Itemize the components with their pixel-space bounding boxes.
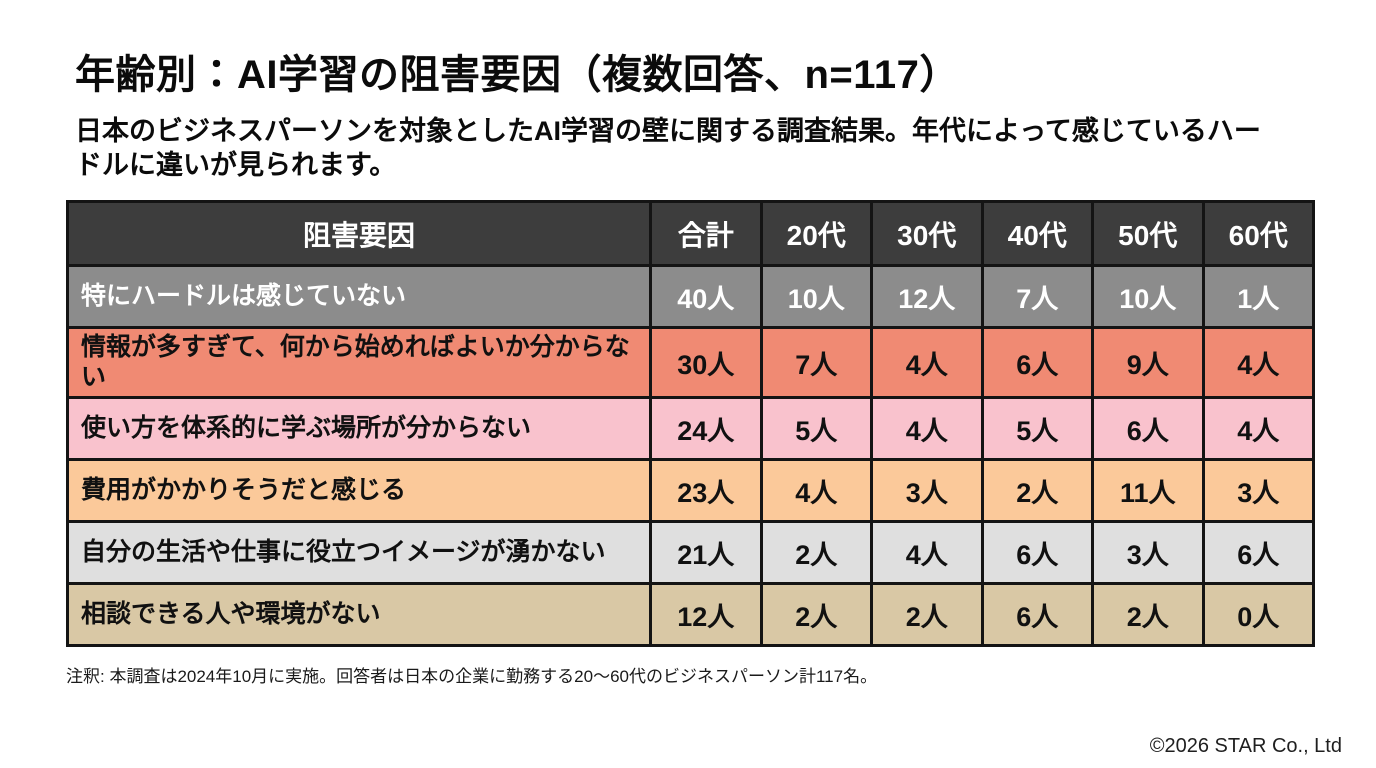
factor-label-cell: 情報が多すぎて、何から始めればよいか分からない [66,326,652,400]
barriers-by-age-table: 阻害要因 合計 20代 30代 40代 50代 60代 特にハードルは感じていない 40人 10… [66,200,1315,648]
table-row: 情報が多すぎて、何から始めればよいか分からない 30人 7人 4人 6人 9人 4人 [66,326,1315,400]
value-cell: 4人 [870,326,984,400]
table-header-row: 阻害要因 合計 20代 30代 40代 50代 60代 [66,200,1315,268]
value-cell: 2人 [1091,582,1205,648]
value-cell: 1人 [1201,264,1315,330]
footnote: 注釈: 本調査は2024年10月に実施。回答者は日本の企業に勤務する20〜60代… [66,667,878,687]
column-header: 阻害要因 [66,200,652,268]
factor-label-cell: 費用がかかりそうだと感じる [66,458,652,524]
value-cell: 9人 [1091,326,1205,400]
value-cell: 40人 [649,264,763,330]
column-header: 40代 [980,200,1094,268]
factor-label-cell: 相談できる人や環境がない [66,582,652,648]
value-cell: 4人 [1201,396,1315,462]
value-cell: 5人 [980,396,1094,462]
value-cell: 10人 [759,264,873,330]
table-row: 相談できる人や環境がない 12人 2人 2人 6人 2人 0人 [66,582,1315,648]
value-cell: 6人 [980,326,1094,400]
table-row: 特にハードルは感じていない 40人 10人 12人 7人 10人 1人 [66,264,1315,330]
value-cell: 6人 [980,582,1094,648]
value-cell: 2人 [870,582,984,648]
column-header: 合計 [649,200,763,268]
table-row: 使い方を体系的に学ぶ場所が分からない 24人 5人 4人 5人 6人 4人 [66,396,1315,462]
value-cell: 23人 [649,458,763,524]
value-cell: 12人 [649,582,763,648]
value-cell: 0人 [1201,582,1315,648]
column-header: 60代 [1201,200,1315,268]
value-cell: 7人 [980,264,1094,330]
column-header: 20代 [759,200,873,268]
value-cell: 4人 [870,520,984,586]
value-cell: 6人 [1091,396,1205,462]
value-cell: 5人 [759,396,873,462]
value-cell: 3人 [1201,458,1315,524]
value-cell: 4人 [870,396,984,462]
value-cell: 7人 [759,326,873,400]
value-cell: 11人 [1091,458,1205,524]
copyright: ©2026 STAR Co., Ltd [1149,735,1342,757]
value-cell: 2人 [980,458,1094,524]
value-cell: 12人 [870,264,984,330]
value-cell: 10人 [1091,264,1205,330]
value-cell: 6人 [980,520,1094,586]
value-cell: 4人 [759,458,873,524]
value-cell: 3人 [870,458,984,524]
value-cell: 6人 [1201,520,1315,586]
table-row: 費用がかかりそうだと感じる 23人 4人 3人 2人 11人 3人 [66,458,1315,524]
subtitle: 日本のビジネスパーソンを対象としたAI学習の壁に関する調査結果。年代によって感じ… [75,116,1261,181]
factor-label-cell: 使い方を体系的に学ぶ場所が分からない [66,396,652,462]
page-title: 年齢別：AI学習の阻害要因（複数回答、n=117） [75,53,960,97]
table-body: 特にハードルは感じていない 40人 10人 12人 7人 10人 1人 情報が多すぎて、何から… [66,264,1315,648]
column-header: 50代 [1091,200,1205,268]
factor-label-cell: 特にハードルは感じていない [66,264,652,330]
value-cell: 24人 [649,396,763,462]
value-cell: 2人 [759,582,873,648]
value-cell: 21人 [649,520,763,586]
value-cell: 4人 [1201,326,1315,400]
value-cell: 2人 [759,520,873,586]
column-header: 30代 [870,200,984,268]
value-cell: 3人 [1091,520,1205,586]
factor-label-cell: 自分の生活や仕事に役立つイメージが湧かない [66,520,652,586]
table-row: 自分の生活や仕事に役立つイメージが湧かない 21人 2人 4人 6人 3人 6人 [66,520,1315,586]
value-cell: 30人 [649,326,763,400]
